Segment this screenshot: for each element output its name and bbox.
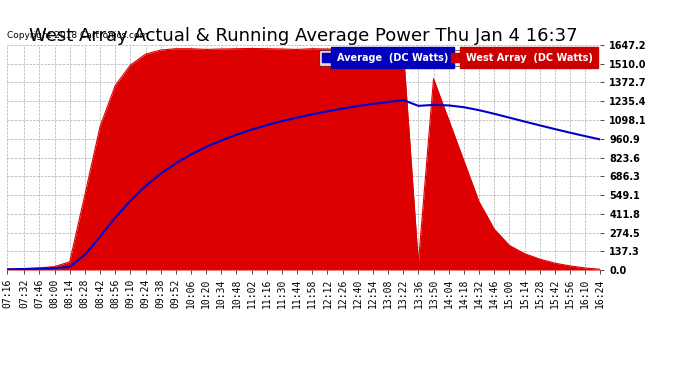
Text: Copyright 2018 Cartronics.com: Copyright 2018 Cartronics.com <box>7 32 148 40</box>
Legend: Average  (DC Watts), West Array  (DC Watts): Average (DC Watts), West Array (DC Watts… <box>319 50 595 66</box>
Title: West Array Actual & Running Average Power Thu Jan 4 16:37: West Array Actual & Running Average Powe… <box>29 27 578 45</box>
